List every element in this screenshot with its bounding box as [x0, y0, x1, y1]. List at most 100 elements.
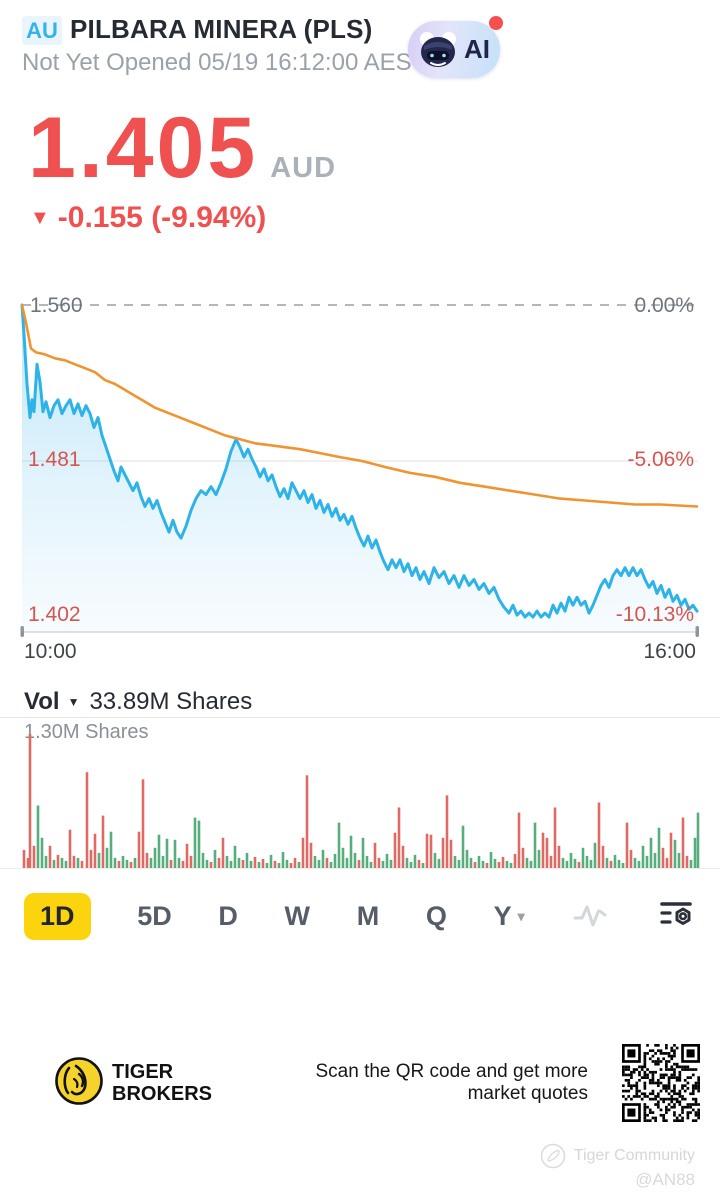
volume-bar: [213, 849, 217, 868]
volume-scale-label: 1.30M Shares: [24, 721, 149, 743]
volume-divider: [0, 717, 720, 718]
volume-bar: [269, 854, 273, 868]
volume-bar: [141, 779, 145, 868]
volume-bar: [633, 857, 637, 868]
tab-5d[interactable]: 5D: [137, 900, 172, 931]
volume-bar: [157, 834, 161, 868]
volume-bar: [533, 822, 537, 868]
volume-bar: [101, 815, 105, 868]
volume-bar: [305, 775, 309, 868]
volume-bar: [621, 863, 625, 868]
volume-bar: [521, 847, 525, 868]
volume-bar: [557, 845, 561, 868]
indicator-dropdown-icon[interactable]: ▼: [67, 695, 80, 709]
volume-bar: [56, 854, 60, 868]
price-change: -0.155 (-9.94%): [57, 201, 267, 234]
volume-bar: [645, 855, 649, 868]
volume-bar: [425, 833, 429, 868]
volume-bar: [393, 832, 397, 868]
volume-bar: [309, 842, 313, 868]
x-tick-open: 10:00: [24, 640, 77, 663]
tab-d[interactable]: D: [218, 900, 238, 931]
volume-bar: [649, 837, 653, 868]
volume-bar: [289, 863, 293, 868]
market-badge: AU: [22, 16, 62, 45]
avg-price-line: [20, 303, 699, 508]
volume-bar: [253, 856, 257, 868]
volume-bar: [345, 857, 349, 868]
volume-bar: [233, 845, 237, 868]
volume-bar: [369, 862, 373, 868]
tiger-logo: [54, 1056, 104, 1111]
qr-promo-text: Scan the QR code and get more market quo…: [315, 1061, 589, 1104]
volume-bar: [517, 812, 521, 868]
volume-bar: [68, 829, 72, 868]
volume-bar: [36, 805, 40, 868]
last-price: 1.405: [28, 100, 259, 196]
volume-chart[interactable]: [0, 720, 720, 872]
volume-bar: [693, 837, 697, 868]
line-style-icon[interactable]: [571, 899, 609, 933]
volume-bar: [377, 857, 381, 868]
volume-bar: [60, 857, 64, 868]
volume-bar: [153, 847, 157, 868]
volume-bar: [445, 795, 449, 868]
y-label-0pct: 0.00%: [634, 294, 694, 317]
volume-bar: [493, 858, 497, 868]
y-label-prev-close: 1.560: [30, 294, 83, 317]
volume-bar: [281, 851, 285, 868]
volume-bar: [197, 820, 201, 868]
tab-w[interactable]: W: [284, 900, 311, 931]
volume-bar: [617, 859, 621, 868]
volume-bar: [89, 849, 93, 868]
volume-bar: [437, 858, 441, 868]
volume-bar: [185, 843, 189, 868]
volume-bar: [221, 837, 225, 868]
volume-bar: [381, 860, 385, 868]
volume-bar: [361, 837, 365, 868]
volume-indicator-row[interactable]: Vol ▼ 33.89M Shares: [24, 688, 252, 716]
tab-q[interactable]: Q: [425, 900, 447, 931]
volume-bar: [661, 847, 665, 868]
ai-assistant-button[interactable]: AI: [408, 21, 500, 78]
tab-y[interactable]: Y ▾: [493, 900, 525, 931]
volume-bar: [421, 863, 425, 868]
volume-bar: [52, 859, 56, 868]
volume-bar: [657, 827, 661, 868]
volume-bar: [461, 825, 465, 868]
volume-bar: [329, 862, 333, 868]
brand-line2: BROKERS: [112, 1083, 213, 1105]
volume-bar: [125, 859, 129, 868]
volume-bar: [413, 854, 417, 868]
intraday-chart[interactable]: [0, 298, 720, 646]
volume-bar: [181, 860, 185, 868]
volume-bar: [317, 859, 321, 868]
volume-bar: [265, 863, 269, 868]
chevron-down-icon: ▾: [517, 907, 525, 924]
volume-bar: [365, 855, 369, 868]
volume-bar: [605, 857, 609, 868]
volume-bar: [545, 837, 549, 868]
y-label-low: 1.402: [28, 603, 81, 626]
volume-bar: [48, 845, 52, 868]
volume-bar: [169, 859, 173, 868]
volume-bar: [625, 822, 629, 868]
volume-bar: [565, 860, 569, 868]
volume-bar: [525, 857, 529, 868]
volume-bar: [385, 853, 389, 868]
volume-bar: [485, 863, 489, 868]
ai-button-label: AI: [464, 34, 490, 64]
volume-bar: [593, 842, 597, 868]
volume-bar: [241, 859, 245, 868]
volume-bar: [285, 859, 289, 868]
volume-bar: [64, 860, 68, 868]
volume-bar: [529, 860, 533, 868]
volume-bar: [609, 860, 613, 868]
chart-settings-icon[interactable]: [656, 897, 696, 935]
tab-m[interactable]: M: [356, 900, 380, 931]
volume-bar: [173, 839, 177, 868]
volume-bar: [637, 860, 641, 868]
volume-bar: [489, 851, 493, 868]
tab-1d[interactable]: 1D: [24, 892, 91, 940]
